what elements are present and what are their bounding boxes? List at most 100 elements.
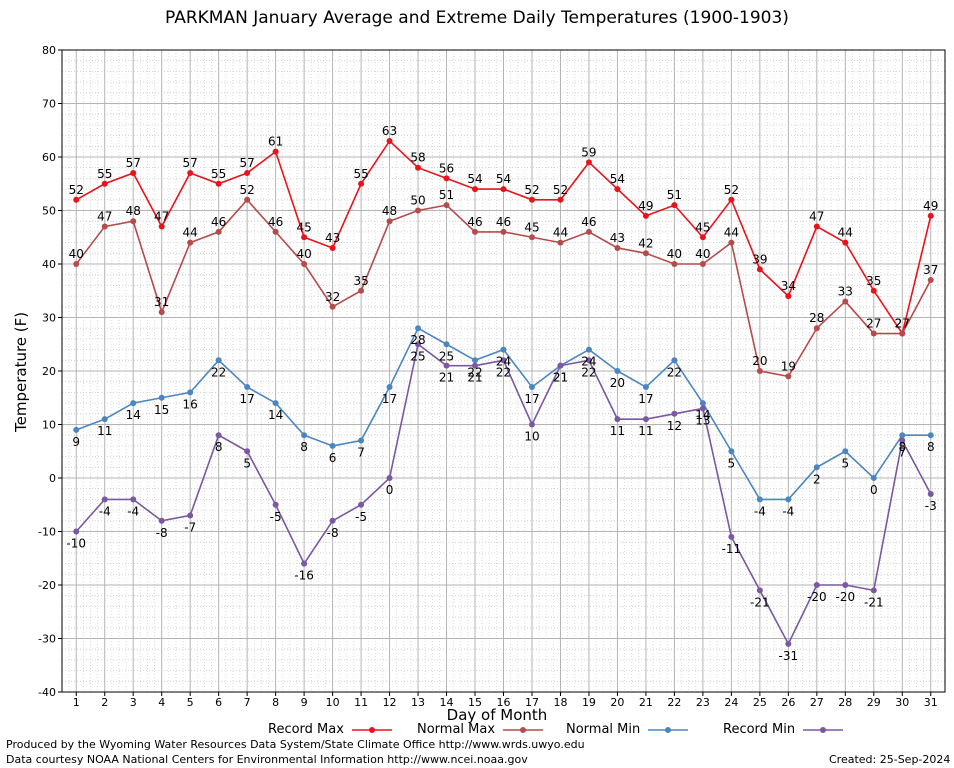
data-label: 40 xyxy=(667,247,682,261)
data-label: 0 xyxy=(870,483,878,497)
data-label: 22 xyxy=(211,365,226,379)
legend-swatch-marker xyxy=(520,726,527,733)
data-label: 44 xyxy=(183,226,198,240)
data-label: 28 xyxy=(809,311,824,325)
data-point xyxy=(699,400,706,407)
data-label: -16 xyxy=(294,569,314,583)
data-point xyxy=(785,373,792,380)
data-label: 16 xyxy=(183,397,198,411)
data-point xyxy=(899,330,906,337)
data-label: -8 xyxy=(156,526,168,540)
data-label: 25 xyxy=(410,349,425,363)
data-label: -4 xyxy=(127,504,139,518)
data-label: 49 xyxy=(638,199,653,213)
data-point xyxy=(101,496,108,503)
data-label: 5 xyxy=(841,456,849,470)
data-label: 58 xyxy=(410,151,425,165)
data-label: 11 xyxy=(638,424,653,438)
legend-label: Normal Min xyxy=(566,722,641,737)
data-label: 40 xyxy=(695,247,710,261)
data-point xyxy=(215,357,222,364)
data-label: 44 xyxy=(724,226,739,240)
data-label: 47 xyxy=(97,210,112,224)
data-label: 44 xyxy=(838,226,853,240)
data-label: 40 xyxy=(69,247,84,261)
data-point xyxy=(329,244,336,251)
data-label: 40 xyxy=(296,247,311,261)
data-point xyxy=(158,223,165,230)
data-label: 6 xyxy=(329,451,337,465)
data-point xyxy=(927,212,934,219)
data-point xyxy=(585,159,592,166)
x-tick-label: 31 xyxy=(924,696,938,709)
x-tick-label: 14 xyxy=(440,696,454,709)
data-point xyxy=(927,491,934,498)
x-tick-label: 1 xyxy=(73,696,80,709)
data-point xyxy=(130,496,137,503)
data-point xyxy=(358,501,365,508)
data-label: 21 xyxy=(467,371,482,385)
x-tick-label: 28 xyxy=(838,696,852,709)
x-tick-label: 15 xyxy=(468,696,482,709)
data-point xyxy=(756,587,763,594)
data-point xyxy=(842,582,849,588)
data-label: 46 xyxy=(467,215,482,229)
y-tick-label: -20 xyxy=(38,579,56,592)
x-tick-label: 26 xyxy=(781,696,795,709)
data-point xyxy=(614,416,621,423)
x-tick-label: 25 xyxy=(753,696,767,709)
data-label: 35 xyxy=(353,274,368,288)
data-label: 55 xyxy=(353,167,368,181)
legend-label: Normal Max xyxy=(417,722,496,737)
data-point xyxy=(386,218,393,225)
data-point xyxy=(73,426,80,433)
data-label: 8 xyxy=(898,440,906,454)
data-point xyxy=(472,186,479,193)
data-label: 27 xyxy=(895,317,910,331)
data-point xyxy=(443,202,450,209)
data-point xyxy=(585,228,592,235)
x-tick-label: 8 xyxy=(272,696,279,709)
data-point xyxy=(244,196,251,203)
data-label: 52 xyxy=(69,183,84,197)
legend-item: Record Max xyxy=(268,722,392,737)
y-tick-label: 40 xyxy=(42,258,56,271)
y-tick-label: -40 xyxy=(38,686,56,699)
data-point xyxy=(358,180,365,187)
data-point xyxy=(642,212,649,219)
data-label: 32 xyxy=(325,290,340,304)
data-label: 57 xyxy=(183,156,198,170)
x-tick-label: 17 xyxy=(525,696,539,709)
data-point xyxy=(158,309,165,316)
data-point xyxy=(671,202,678,209)
data-label: 48 xyxy=(126,204,141,218)
data-label: 17 xyxy=(638,392,653,406)
data-point xyxy=(642,416,649,423)
data-label: 45 xyxy=(296,220,311,234)
legend-swatch-marker xyxy=(665,726,672,733)
data-point xyxy=(215,228,222,235)
y-axis-label: Temperature (F) xyxy=(12,311,30,432)
data-label: 31 xyxy=(154,295,169,309)
data-label: -21 xyxy=(864,595,884,609)
data-point xyxy=(73,261,80,267)
legend-swatch-marker xyxy=(820,726,827,733)
data-label: 22 xyxy=(496,365,511,379)
data-label: 46 xyxy=(496,215,511,229)
data-label: 35 xyxy=(866,274,881,288)
data-point xyxy=(272,501,279,508)
data-label: 21 xyxy=(439,371,454,385)
y-tick-label: 70 xyxy=(42,98,56,111)
data-point xyxy=(756,368,763,374)
x-tick-label: 10 xyxy=(326,696,340,709)
data-label: -10 xyxy=(66,537,86,551)
data-point xyxy=(671,261,678,267)
y-tick-label: -10 xyxy=(38,526,56,539)
data-label: 45 xyxy=(695,220,710,234)
data-point xyxy=(557,362,564,369)
data-point xyxy=(73,528,80,535)
data-point xyxy=(528,421,535,428)
data-point xyxy=(699,234,706,241)
data-label: 51 xyxy=(667,188,682,202)
data-point xyxy=(101,223,108,230)
